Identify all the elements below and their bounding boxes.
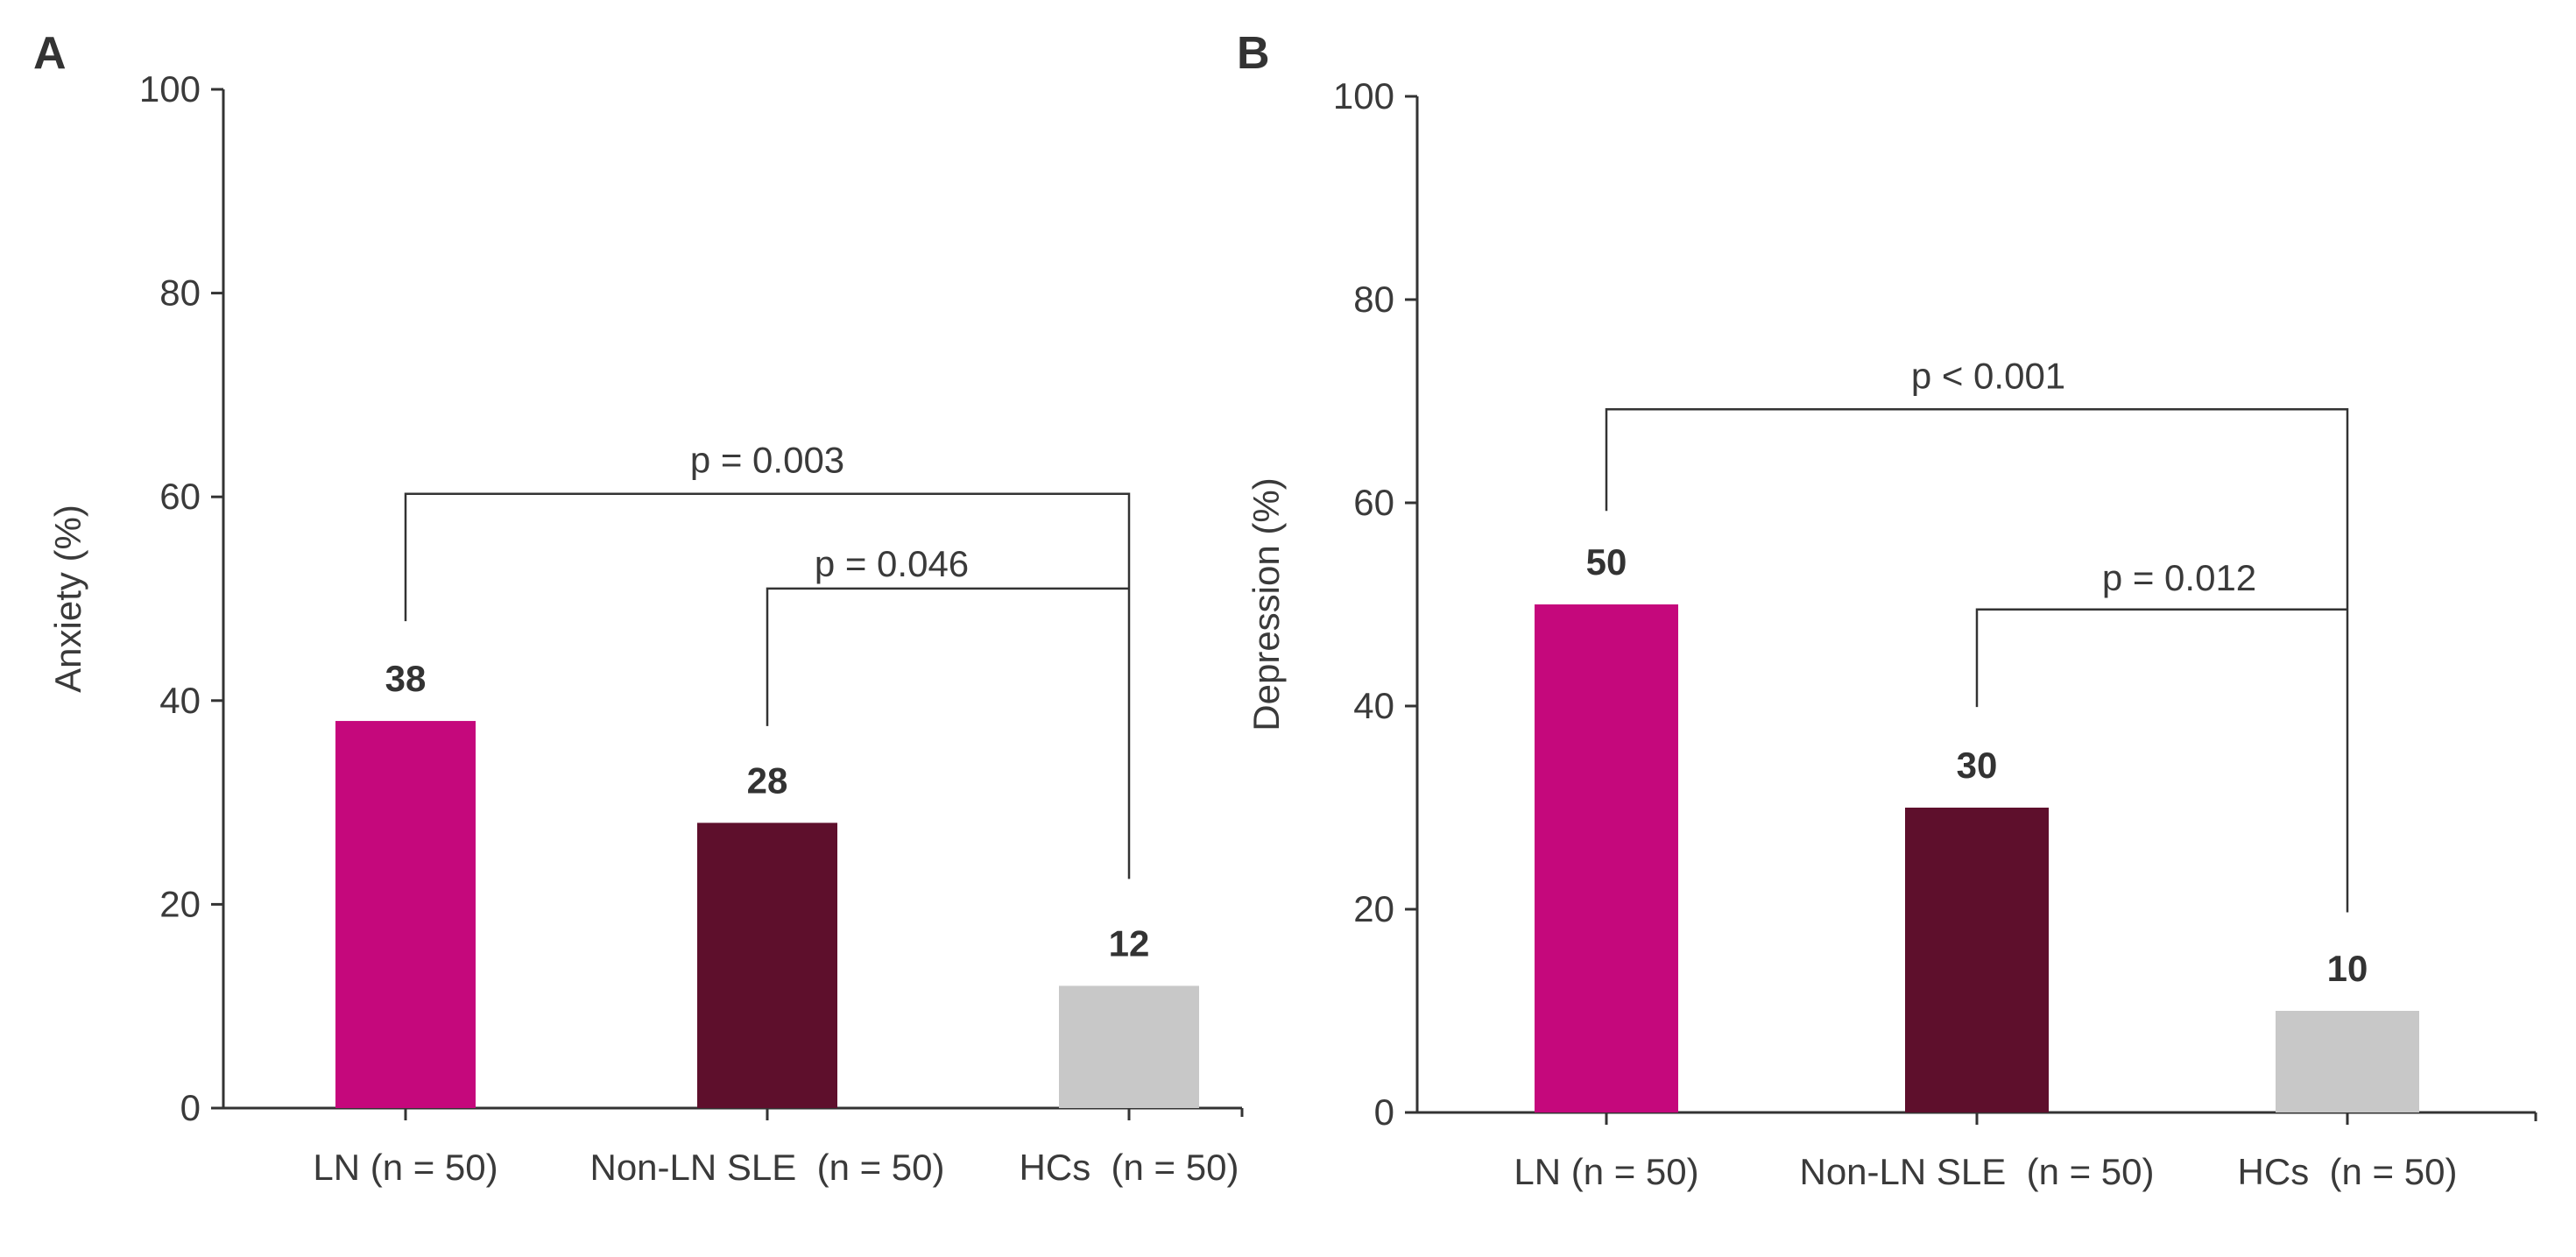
panel-letter: A [33,28,67,79]
y-tick-label: 100 [1333,75,1394,117]
significance-bracket [766,587,1129,726]
category-label: LN (n = 50) [1514,1151,1698,1192]
y-tick-label: 40 [159,680,201,721]
category-label: HCs (n = 50) [2238,1151,2458,1192]
bar [335,721,476,1108]
y-tick-label: 100 [139,68,201,109]
bar [1905,808,2049,1112]
y-tick-label: 40 [1353,685,1394,726]
category-label: Non-LN SLE (n = 50) [589,1147,944,1188]
y-tick-label: 0 [180,1087,201,1128]
bar [2276,1011,2419,1112]
significance-bracket [404,492,1131,879]
bar [1059,985,1199,1108]
bar-value-label: 30 [1957,745,1998,786]
category-label: LN (n = 50) [313,1147,498,1188]
significance-bracket [1975,608,2347,708]
y-axis-title: Depression (%) [1246,477,1287,731]
p-value-label: p < 0.001 [1911,355,2065,396]
category-label: HCs (n = 50) [1020,1147,1239,1188]
y-tick-label: 60 [1353,482,1394,523]
p-value-label: p = 0.003 [690,440,844,481]
y-tick-label: 60 [159,476,201,517]
bar-value-label: 28 [747,759,788,801]
p-value-label: p = 0.012 [2102,557,2256,598]
y-tick-label: 0 [1374,1091,1394,1133]
category-label: Non-LN SLE (n = 50) [1799,1151,2154,1192]
panel-a: A 0 20 40 60 80 100 Anxiety (%) 38 LN (n = 50) 28 N… [33,28,1244,1188]
bar-value-label: 38 [385,658,427,699]
bar-value-label: 10 [2327,948,2368,989]
bar-value-label: 50 [1586,541,1627,583]
bar-value-label: 12 [1109,922,1150,964]
y-tick-label: 20 [1353,888,1394,929]
y-axis-title: Anxiety (%) [47,505,88,693]
p-value-label: p = 0.046 [815,543,969,584]
panel-letter: B [1237,28,1270,79]
significance-bracket [1605,408,2349,913]
bar [697,823,837,1108]
panel-b: B 0 20 40 60 80 100 Depression (%) 50 LN (n = 50)… [1237,28,2537,1192]
y-tick-label: 20 [159,883,201,924]
y-tick-label: 80 [159,272,201,314]
bar [1535,604,1678,1112]
y-tick-label: 80 [1353,279,1394,320]
